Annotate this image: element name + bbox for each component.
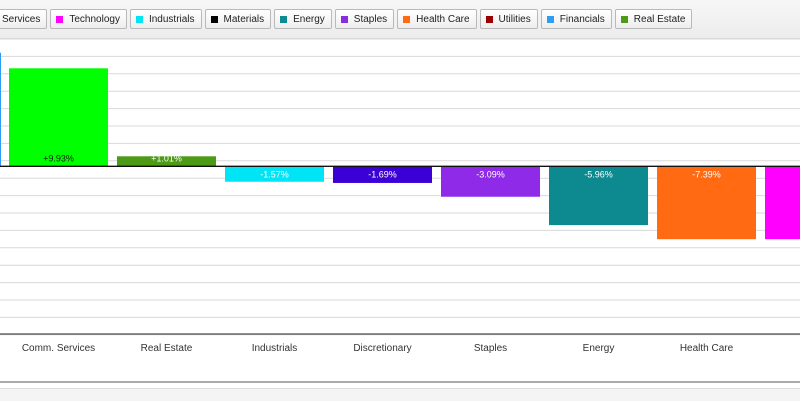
legend-label: Real Estate [633, 13, 686, 25]
legend-swatch [280, 15, 288, 23]
bar-2 [225, 166, 324, 182]
bar-7 [765, 166, 800, 240]
legend-swatch [210, 15, 218, 23]
legend-item-technology[interactable]: Technology [50, 9, 127, 29]
x-tick-label: Discretionary [353, 343, 411, 354]
legend-label: Staples [353, 13, 388, 25]
legend-swatch [546, 15, 554, 23]
legend-label: Industrials [148, 13, 195, 25]
legend-label: Technology [69, 13, 120, 25]
x-tick-label: Energy [583, 343, 615, 354]
x-tick-label: Staples [474, 343, 507, 354]
data-label: +1.01% [151, 153, 182, 163]
legend-item-services[interactable]: Services [0, 9, 48, 29]
legend-swatch [620, 15, 628, 23]
bar-chart: +9.93% +1.01% -1.57% -1.69% -3.09% -5.96% -7.3… [0, 38, 800, 383]
legend-item-materials[interactable]: Materials [204, 9, 272, 29]
legend-swatch [485, 15, 493, 23]
legend-item-financials[interactable]: Financials [540, 9, 612, 29]
legend-swatch [135, 15, 143, 23]
bar-5 [549, 166, 648, 226]
legend-item-energy[interactable]: Energy [274, 9, 332, 29]
legend-label: Services [2, 13, 41, 25]
legend-label: Financials [559, 13, 605, 25]
x-tick-label: Real Estate [141, 343, 193, 354]
legend-swatch [403, 15, 411, 23]
chart-area: +9.93% +1.01% -1.57% -1.69% -3.09% -5.96% -7.3… [0, 38, 800, 400]
bar-3 [333, 166, 432, 183]
legend-swatch [340, 15, 348, 23]
data-label: -1.69% [368, 169, 397, 179]
bar-0 [9, 68, 108, 167]
x-tick-label: Health Care [680, 343, 734, 354]
x-tick-label: Industrials [252, 343, 298, 354]
legend-item-health-care[interactable]: Health Care [397, 9, 477, 29]
legend-label: Utilities [498, 13, 531, 25]
x-tick-label: Comm. Services [22, 343, 95, 354]
data-label: -7.39% [692, 169, 721, 179]
bar-4 [441, 166, 540, 197]
legend-item-industrials[interactable]: Industrials [129, 9, 202, 29]
legend-item-real-estate[interactable]: Real Estate [614, 9, 693, 29]
legend-label: Materials [223, 13, 265, 25]
data-label: -3.09% [476, 169, 505, 179]
chart-toolbar: Services Technology Industrials Materials En… [0, 0, 800, 39]
legend-label: Energy [293, 13, 325, 25]
legend-swatch [56, 15, 64, 23]
bar-1 [117, 156, 216, 167]
footer-bar [0, 388, 800, 401]
legend-label: Health Care [416, 13, 470, 25]
data-label: +9.93% [43, 153, 74, 163]
legend-item-staples[interactable]: Staples [334, 9, 395, 29]
bar-6 [657, 166, 756, 240]
data-label: -5.96% [584, 169, 613, 179]
legend: Services Technology Industrials Materials En… [0, 9, 693, 29]
data-label: -1.57% [260, 169, 289, 179]
legend-item-utilities[interactable]: Utilities [479, 9, 538, 29]
